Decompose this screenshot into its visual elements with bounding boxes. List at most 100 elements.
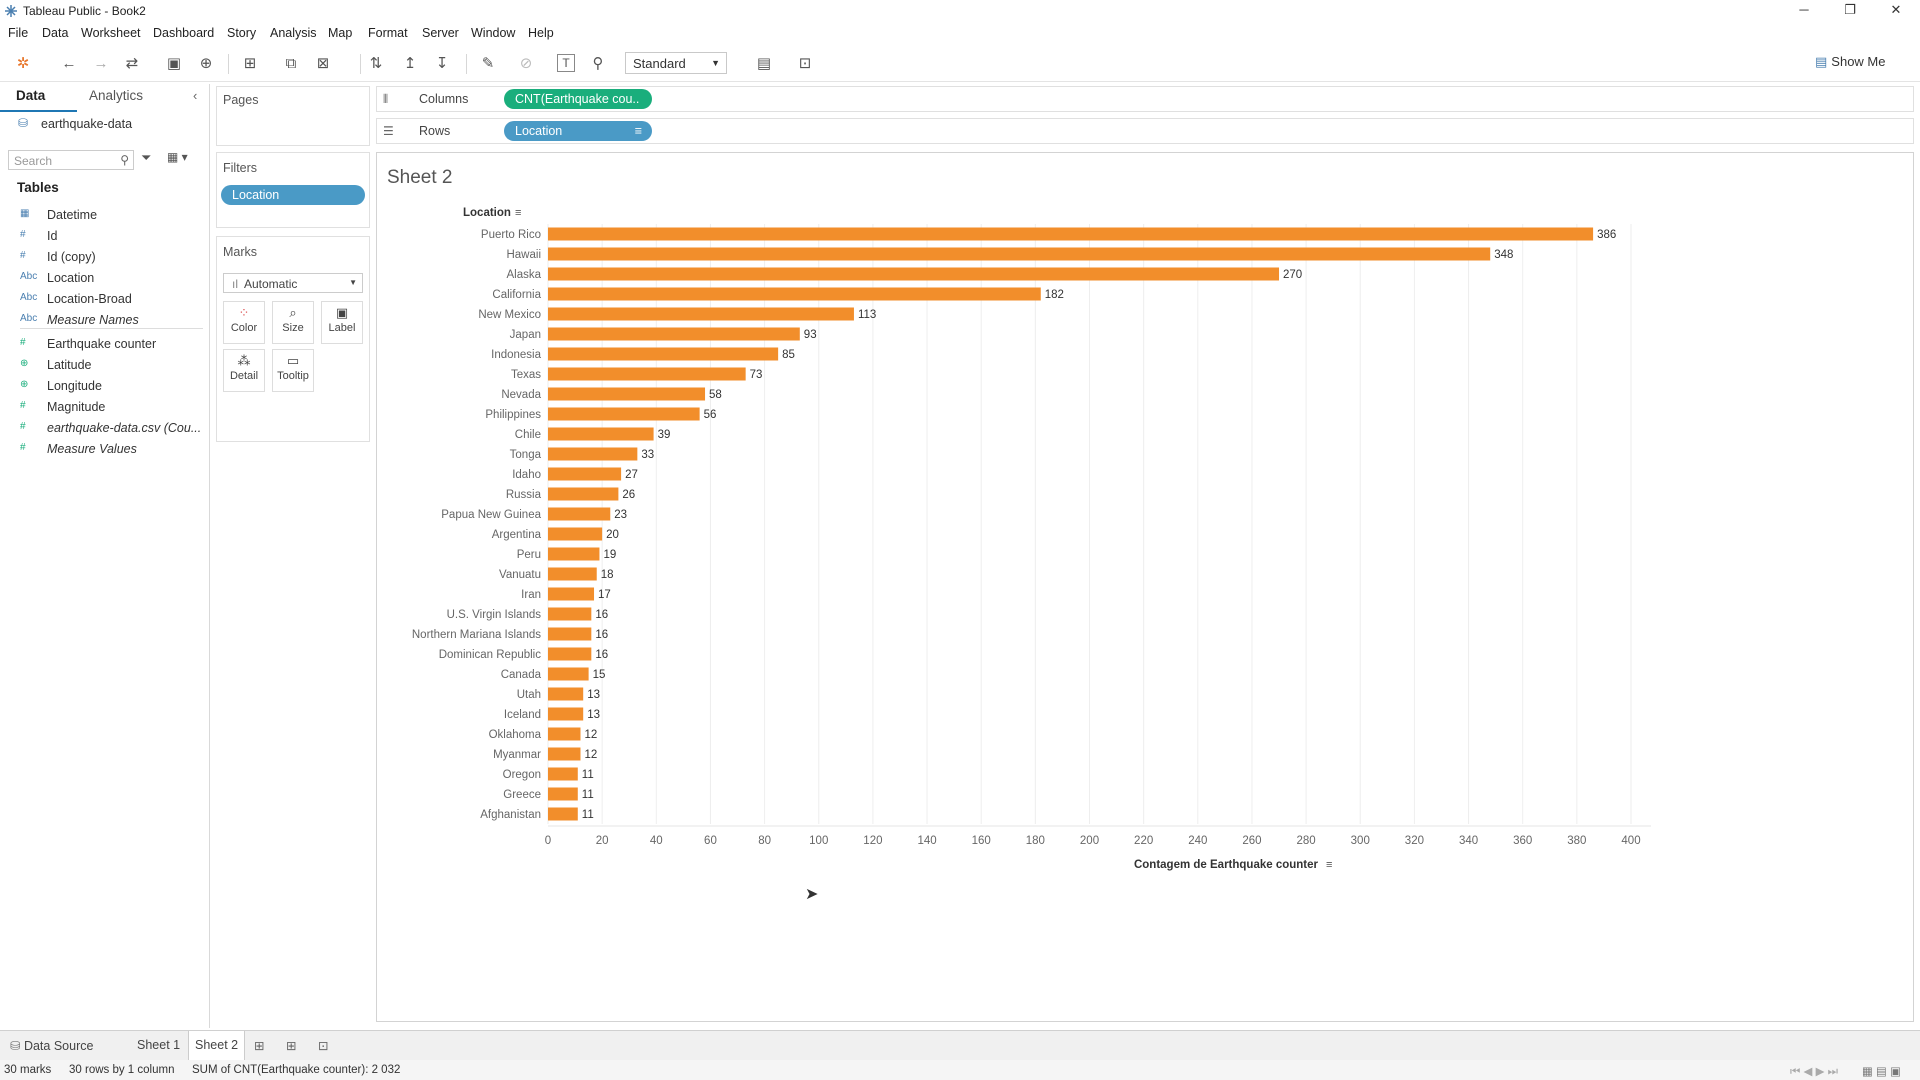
menu-help[interactable]: Help [528, 26, 554, 40]
bar[interactable] [548, 387, 706, 401]
menu-data[interactable]: Data [42, 26, 69, 40]
bar[interactable] [548, 567, 597, 581]
field-item[interactable]: ▦ Datetime [0, 205, 205, 225]
swap-rows-columns-icon[interactable]: ⇅ [369, 55, 383, 72]
menu-dashboard[interactable]: Dashboard [153, 26, 215, 40]
bar[interactable] [548, 547, 600, 561]
sheet-nav-icons[interactable]: ⏮ ◀ ▶ ⏭ [1790, 1066, 1838, 1078]
filter-icon[interactable]: ⏷ [141, 150, 152, 165]
mark-type-dropdown[interactable]: ıl Automatic ▼ [223, 273, 363, 293]
bar[interactable] [548, 287, 1041, 301]
bar[interactable] [548, 227, 1594, 241]
field-item[interactable]: # Magnitude [0, 397, 205, 417]
menu-window[interactable]: Window [471, 26, 516, 40]
field-item[interactable]: Abc Location-Broad [0, 289, 205, 309]
duplicate-sheet-icon[interactable]: ⧉ [285, 55, 297, 72]
sort-ascending-icon[interactable]: ↥ [403, 55, 417, 72]
menu-format[interactable]: Format [368, 26, 408, 40]
new-story-tab-icon[interactable]: ⊡ [318, 1039, 329, 1053]
new-worksheet-icon[interactable]: ⊞ [243, 55, 257, 72]
bar[interactable] [548, 487, 619, 501]
search-input[interactable]: Search ⚲ [8, 150, 134, 170]
sort-descending-icon[interactable]: ↧ [435, 55, 449, 72]
field-item[interactable]: # Id (copy) [0, 247, 205, 267]
rows-shelf[interactable]: ☰ Rows Location ≡ [376, 118, 1914, 144]
marks-label-button[interactable]: ▣ Label [321, 301, 363, 344]
close-window-button[interactable]: ✕ [1890, 2, 1902, 17]
menu-worksheet[interactable]: Worksheet [81, 26, 141, 40]
bar[interactable] [548, 507, 611, 521]
field-item[interactable]: ⊕ Longitude [0, 376, 205, 396]
marks-detail-button[interactable]: ⁂ Detail [223, 349, 265, 392]
columns-pill[interactable]: CNT(Earthquake cou.. [504, 89, 652, 109]
tab-sheet-1[interactable]: Sheet 1 [137, 1038, 181, 1052]
tab-data-source[interactable]: ⛁ Data Source [10, 1038, 93, 1053]
marks-size-button[interactable]: ⌕ Size [272, 301, 314, 344]
bar[interactable] [548, 767, 578, 781]
menu-story[interactable]: Story [227, 26, 257, 40]
columns-shelf[interactable]: ⫴ Columns CNT(Earthquake cou.. [376, 86, 1914, 112]
tableau-home-icon[interactable]: ✲ [16, 55, 30, 72]
bar[interactable] [548, 347, 779, 361]
tab-analytics[interactable]: Analytics [89, 88, 144, 103]
restore-button[interactable]: ❐ [1844, 2, 1856, 17]
bar[interactable] [548, 747, 581, 761]
new-dashboard-tab-icon[interactable]: ⊞ [286, 1039, 297, 1053]
tab-data[interactable]: Data [16, 88, 46, 103]
bar[interactable] [548, 447, 638, 461]
new-worksheet-tab-icon[interactable]: ⊞ [254, 1039, 265, 1053]
tab-sheet-2[interactable]: Sheet 2 [188, 1031, 246, 1061]
bar[interactable] [548, 587, 595, 601]
menu-file[interactable]: File [8, 26, 29, 40]
fix-axes-icon[interactable]: ⚲ [592, 55, 604, 72]
redo-icon[interactable]: → [93, 55, 109, 72]
clear-sheet-icon[interactable]: ⊠ [316, 55, 330, 72]
bar[interactable] [548, 307, 854, 321]
view-mode-icons[interactable]: ▦ ▤ ▣ [1862, 1066, 1901, 1078]
bar[interactable] [548, 687, 584, 701]
field-item[interactable]: # earthquake-data.csv (Cou... [0, 418, 205, 438]
collapse-pane-icon[interactable]: ‹ [193, 88, 198, 103]
bar[interactable] [548, 247, 1491, 261]
bar[interactable] [548, 787, 578, 801]
fit-dropdown[interactable]: Standard ▼ [625, 52, 727, 74]
show-mark-labels-icon[interactable]: T [557, 54, 575, 72]
menu-server[interactable]: Server [422, 26, 459, 40]
menu-map[interactable]: Map [328, 26, 353, 40]
show-me-button[interactable]: ▤ Show Me [1815, 54, 1886, 70]
bar[interactable] [548, 327, 800, 341]
field-item[interactable]: ⊕ Latitude [0, 355, 205, 375]
bar[interactable] [548, 267, 1280, 281]
datasource-name[interactable]: earthquake-data [41, 117, 133, 131]
bar[interactable] [548, 727, 581, 741]
bar[interactable] [548, 607, 592, 621]
bar[interactable] [548, 647, 592, 661]
save-icon[interactable]: ▣ [166, 55, 182, 72]
bar[interactable] [548, 407, 700, 421]
group-members-icon[interactable]: ⊘ [519, 55, 533, 72]
bar[interactable] [548, 627, 592, 641]
presentation-mode-icon[interactable]: ⊡ [798, 55, 812, 72]
view-options-icon[interactable]: ▦ ▾ [167, 150, 188, 164]
bar[interactable] [548, 367, 746, 381]
bar[interactable] [548, 807, 578, 821]
field-item[interactable]: Abc Measure Names [0, 310, 205, 330]
menu-analysis[interactable]: Analysis [270, 26, 317, 40]
highlight-icon[interactable]: ✎ [481, 55, 495, 72]
field-item[interactable]: Abc Location [0, 268, 205, 288]
filter-pill-location[interactable]: Location [221, 185, 365, 205]
marks-color-button[interactable]: ⁘ Color [223, 301, 265, 344]
marks-tooltip-button[interactable]: ▭ Tooltip [272, 349, 314, 392]
bar[interactable] [548, 467, 622, 481]
minimize-button[interactable]: ─ [1799, 2, 1809, 17]
undo-icon[interactable]: ← [61, 55, 77, 72]
new-datasource-icon[interactable]: ⊕ [199, 55, 213, 72]
field-item[interactable]: # Id [0, 226, 205, 246]
show-cards-icon[interactable]: ▤ [756, 55, 772, 72]
bar[interactable] [548, 707, 584, 721]
rows-pill[interactable]: Location ≡ [504, 121, 652, 141]
bar[interactable] [548, 667, 589, 681]
field-item[interactable]: # Measure Values [0, 439, 205, 459]
replay-icon[interactable]: ⇄ [125, 55, 139, 72]
bar[interactable] [548, 527, 603, 541]
